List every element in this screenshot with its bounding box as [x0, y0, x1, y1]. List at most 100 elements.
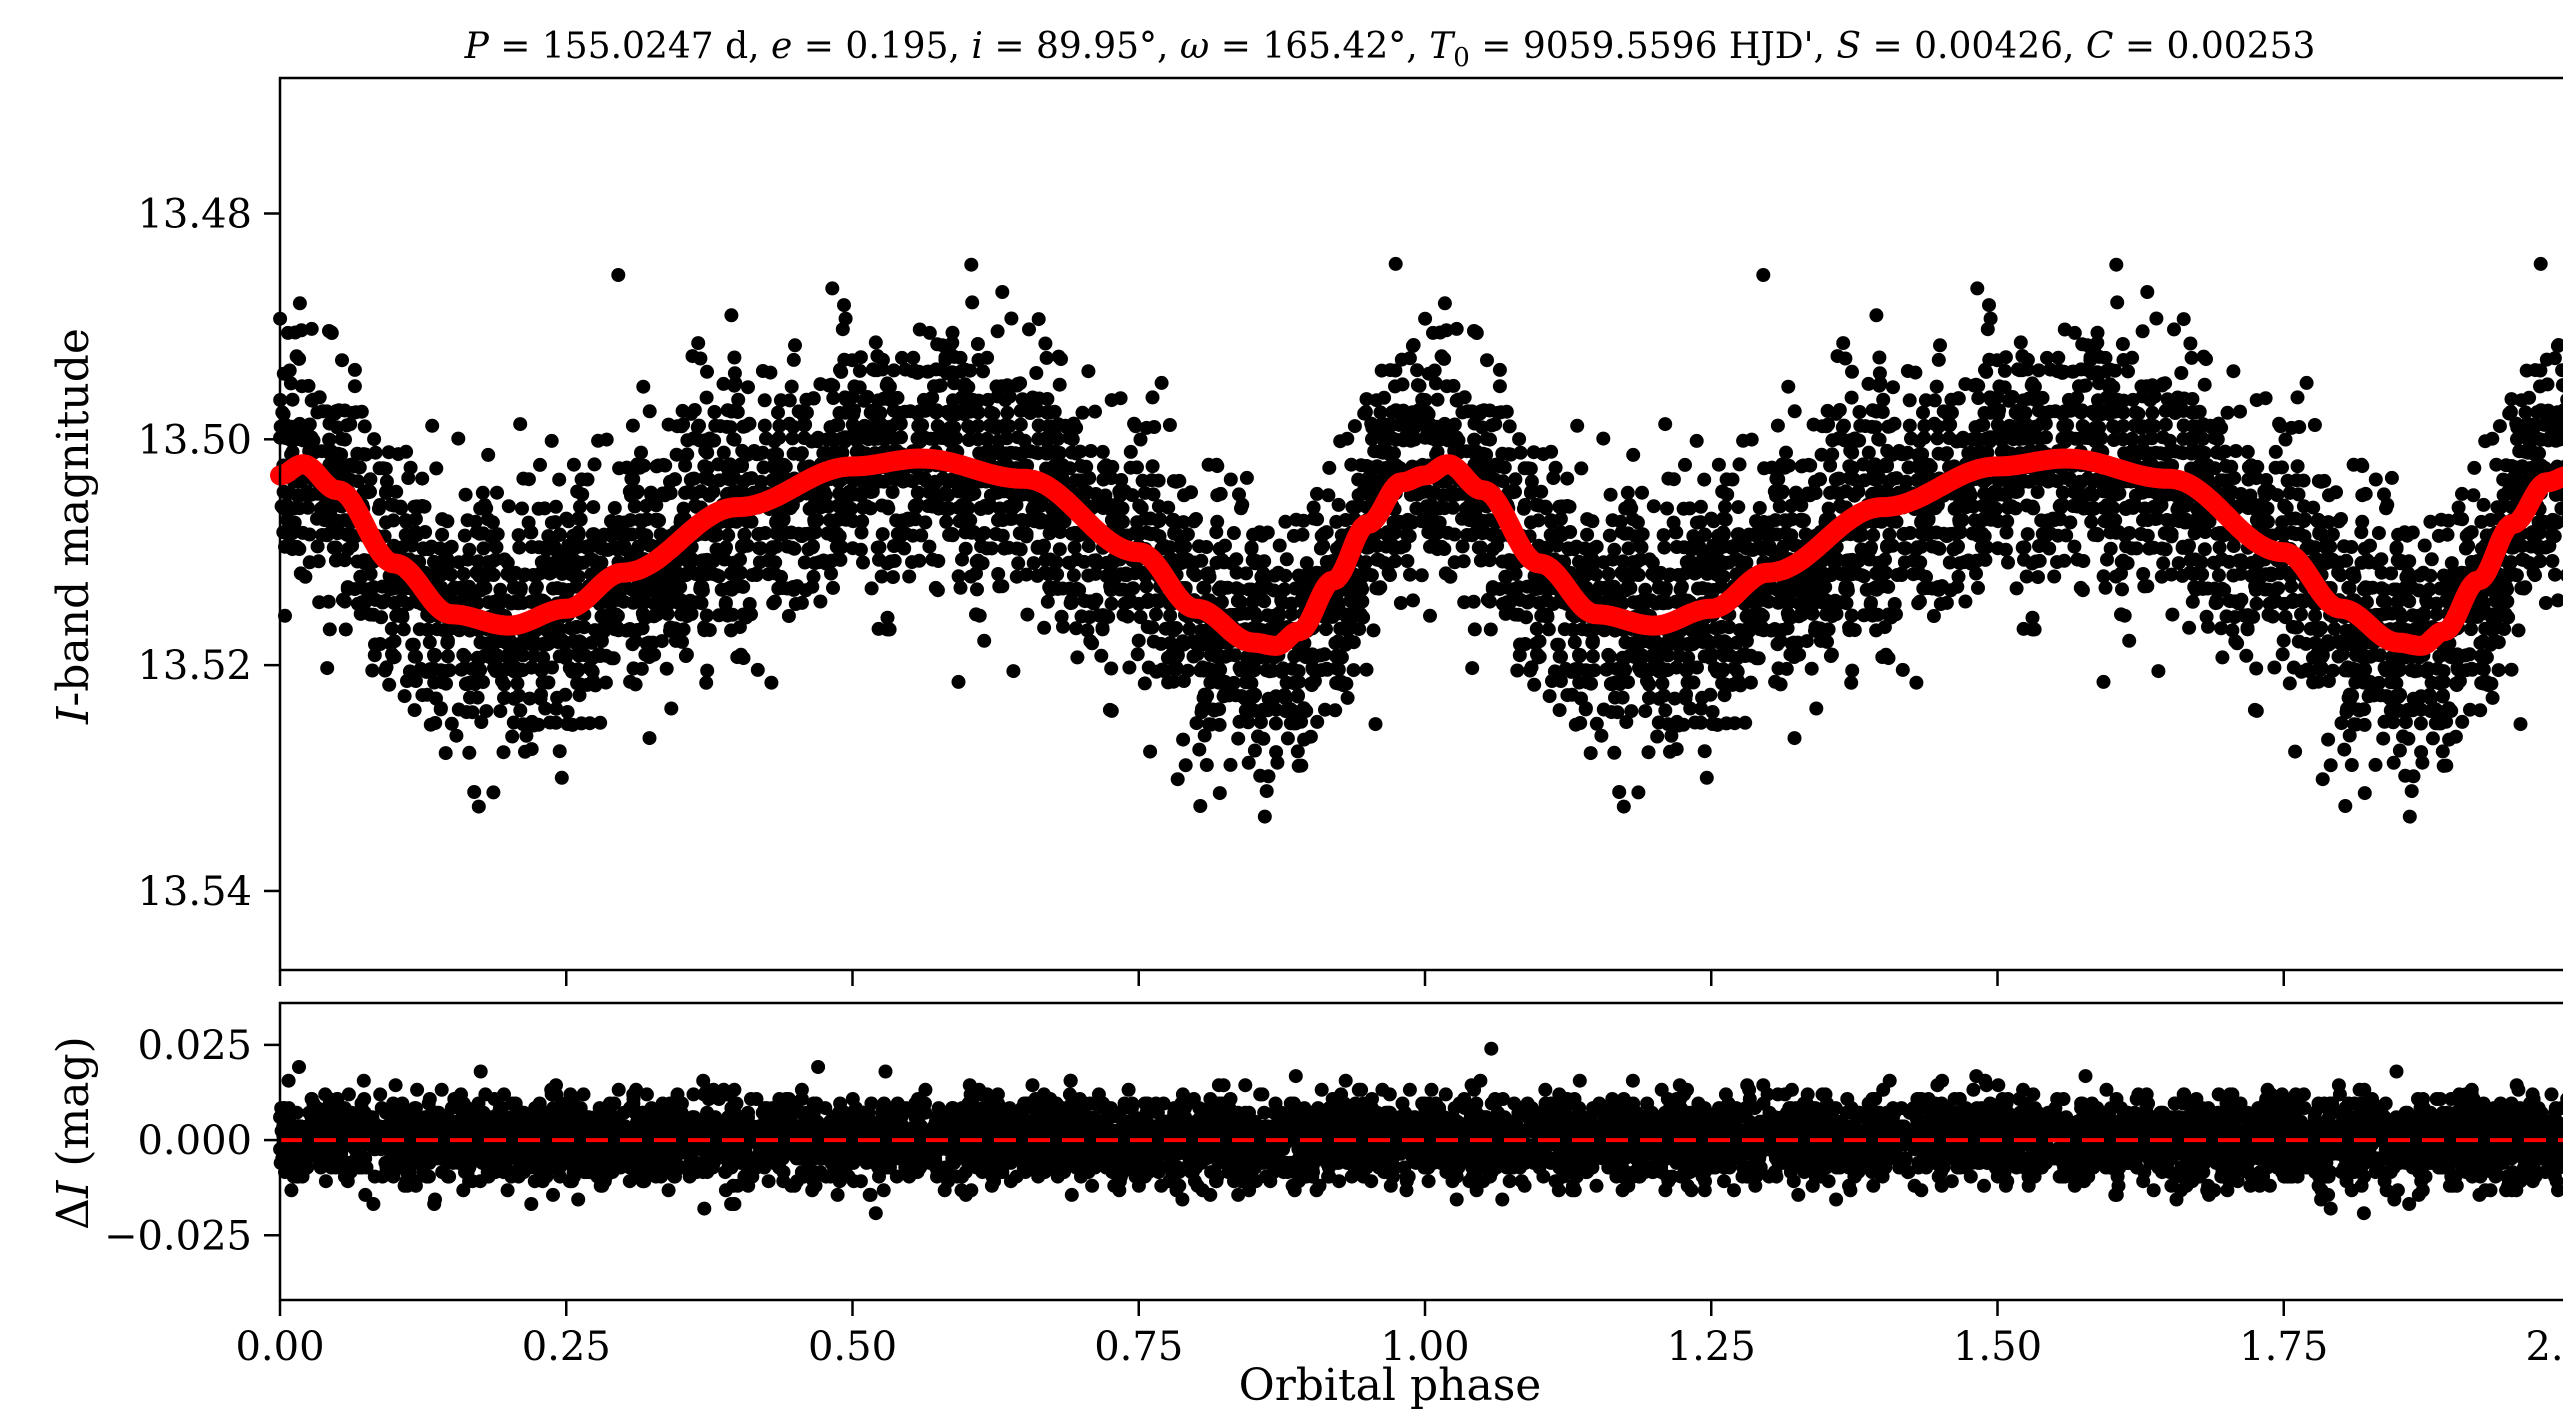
data-point: [1143, 620, 1158, 635]
data-point: [338, 622, 353, 637]
data-point: [927, 379, 941, 394]
data-point: [757, 418, 772, 433]
data-point: [2249, 661, 2264, 676]
data-point: [513, 417, 528, 432]
data-point: [1139, 579, 1154, 594]
data-point: [1492, 379, 1507, 394]
data-point: [2425, 731, 2440, 746]
data-point: [2276, 633, 2291, 648]
data-point: [1104, 703, 1119, 718]
data-point: [1223, 472, 1238, 487]
data-point: [1705, 705, 1720, 719]
data-point: [699, 608, 714, 623]
data-point: [942, 527, 957, 542]
data-point: [908, 500, 923, 515]
data-point: [1290, 689, 1305, 704]
data-point: [2092, 420, 2107, 435]
data-point: [439, 676, 453, 691]
data-point: [1029, 366, 1044, 380]
data-point: [656, 457, 671, 472]
data-point: [1088, 555, 1103, 570]
data-point: [2398, 768, 2413, 783]
data-point: [1319, 555, 1334, 569]
data-point: [1135, 473, 1150, 488]
data-point: [378, 461, 393, 476]
data-point: [824, 377, 839, 392]
data-point: [1400, 554, 1415, 568]
data-point: [825, 528, 840, 543]
data-point: [2424, 552, 2439, 567]
data-point: [1804, 661, 1819, 676]
data-point: [2158, 417, 2173, 432]
data-point: [573, 678, 588, 693]
data-point: [440, 649, 455, 664]
data-point: [2001, 555, 2015, 570]
data-point: [874, 498, 889, 513]
data-point: [1176, 637, 1191, 652]
data-point: [887, 539, 901, 553]
data-point: [1054, 609, 1069, 624]
data-point: [825, 281, 840, 296]
data-point: [1095, 620, 1110, 635]
data-point: [751, 527, 766, 542]
data-point: [580, 472, 595, 487]
data-point: [571, 648, 586, 663]
data-point: [1016, 445, 1031, 460]
data-point: [2199, 609, 2214, 624]
data-point: [1163, 608, 1178, 623]
data-point: [1567, 635, 1582, 650]
data-point: [747, 444, 762, 458]
data-point: [697, 620, 712, 635]
data-point: [2376, 731, 2391, 746]
data-point: [1384, 447, 1398, 462]
data-point: [1064, 445, 1079, 460]
top-data-points: [273, 256, 2563, 824]
data-point: [1650, 729, 1665, 744]
data-point: [1066, 568, 1081, 583]
data-point: [992, 501, 1007, 516]
data-point: [1328, 703, 1343, 718]
data-point: [2115, 582, 2129, 597]
data-point: [523, 525, 538, 540]
data-point: [998, 393, 1013, 407]
data-point: [918, 515, 933, 530]
data-point: [1062, 556, 1077, 570]
data-point: [774, 569, 788, 584]
data-point: [694, 554, 709, 569]
data-point: [572, 635, 587, 650]
data-point: [699, 390, 714, 405]
data-point: [549, 701, 564, 716]
data-point: [554, 770, 569, 785]
data-point: [322, 622, 337, 637]
data-point: [2307, 418, 2322, 432]
data-point: [767, 594, 782, 609]
data-point: [1933, 338, 1947, 353]
data-point: [680, 433, 695, 448]
data-point: [1226, 526, 1241, 540]
data-point: [727, 350, 742, 365]
data-point: [459, 705, 474, 720]
data-point: [2109, 257, 2124, 272]
data-point: [1197, 581, 1212, 596]
data-point: [1010, 377, 1025, 391]
data-point: [552, 744, 567, 759]
data-point: [1277, 582, 1292, 597]
data-point: [891, 471, 906, 485]
data-point: [328, 540, 343, 555]
data-point: [471, 799, 486, 814]
data-point: [1355, 582, 1370, 597]
data-point: [2185, 594, 2200, 609]
data-point: [849, 433, 864, 448]
data-point: [1418, 393, 1433, 407]
data-point: [294, 379, 309, 394]
data-point: [384, 497, 399, 512]
data-point: [1170, 528, 1185, 543]
data-point: [516, 633, 531, 648]
data-point: [1225, 556, 1239, 571]
data-point: [2108, 569, 2123, 584]
data-point: [898, 526, 913, 541]
data-point: [322, 432, 337, 447]
data-point: [1770, 637, 1785, 652]
title-omega: 165.42°: [1262, 26, 1406, 67]
data-point: [853, 350, 868, 365]
